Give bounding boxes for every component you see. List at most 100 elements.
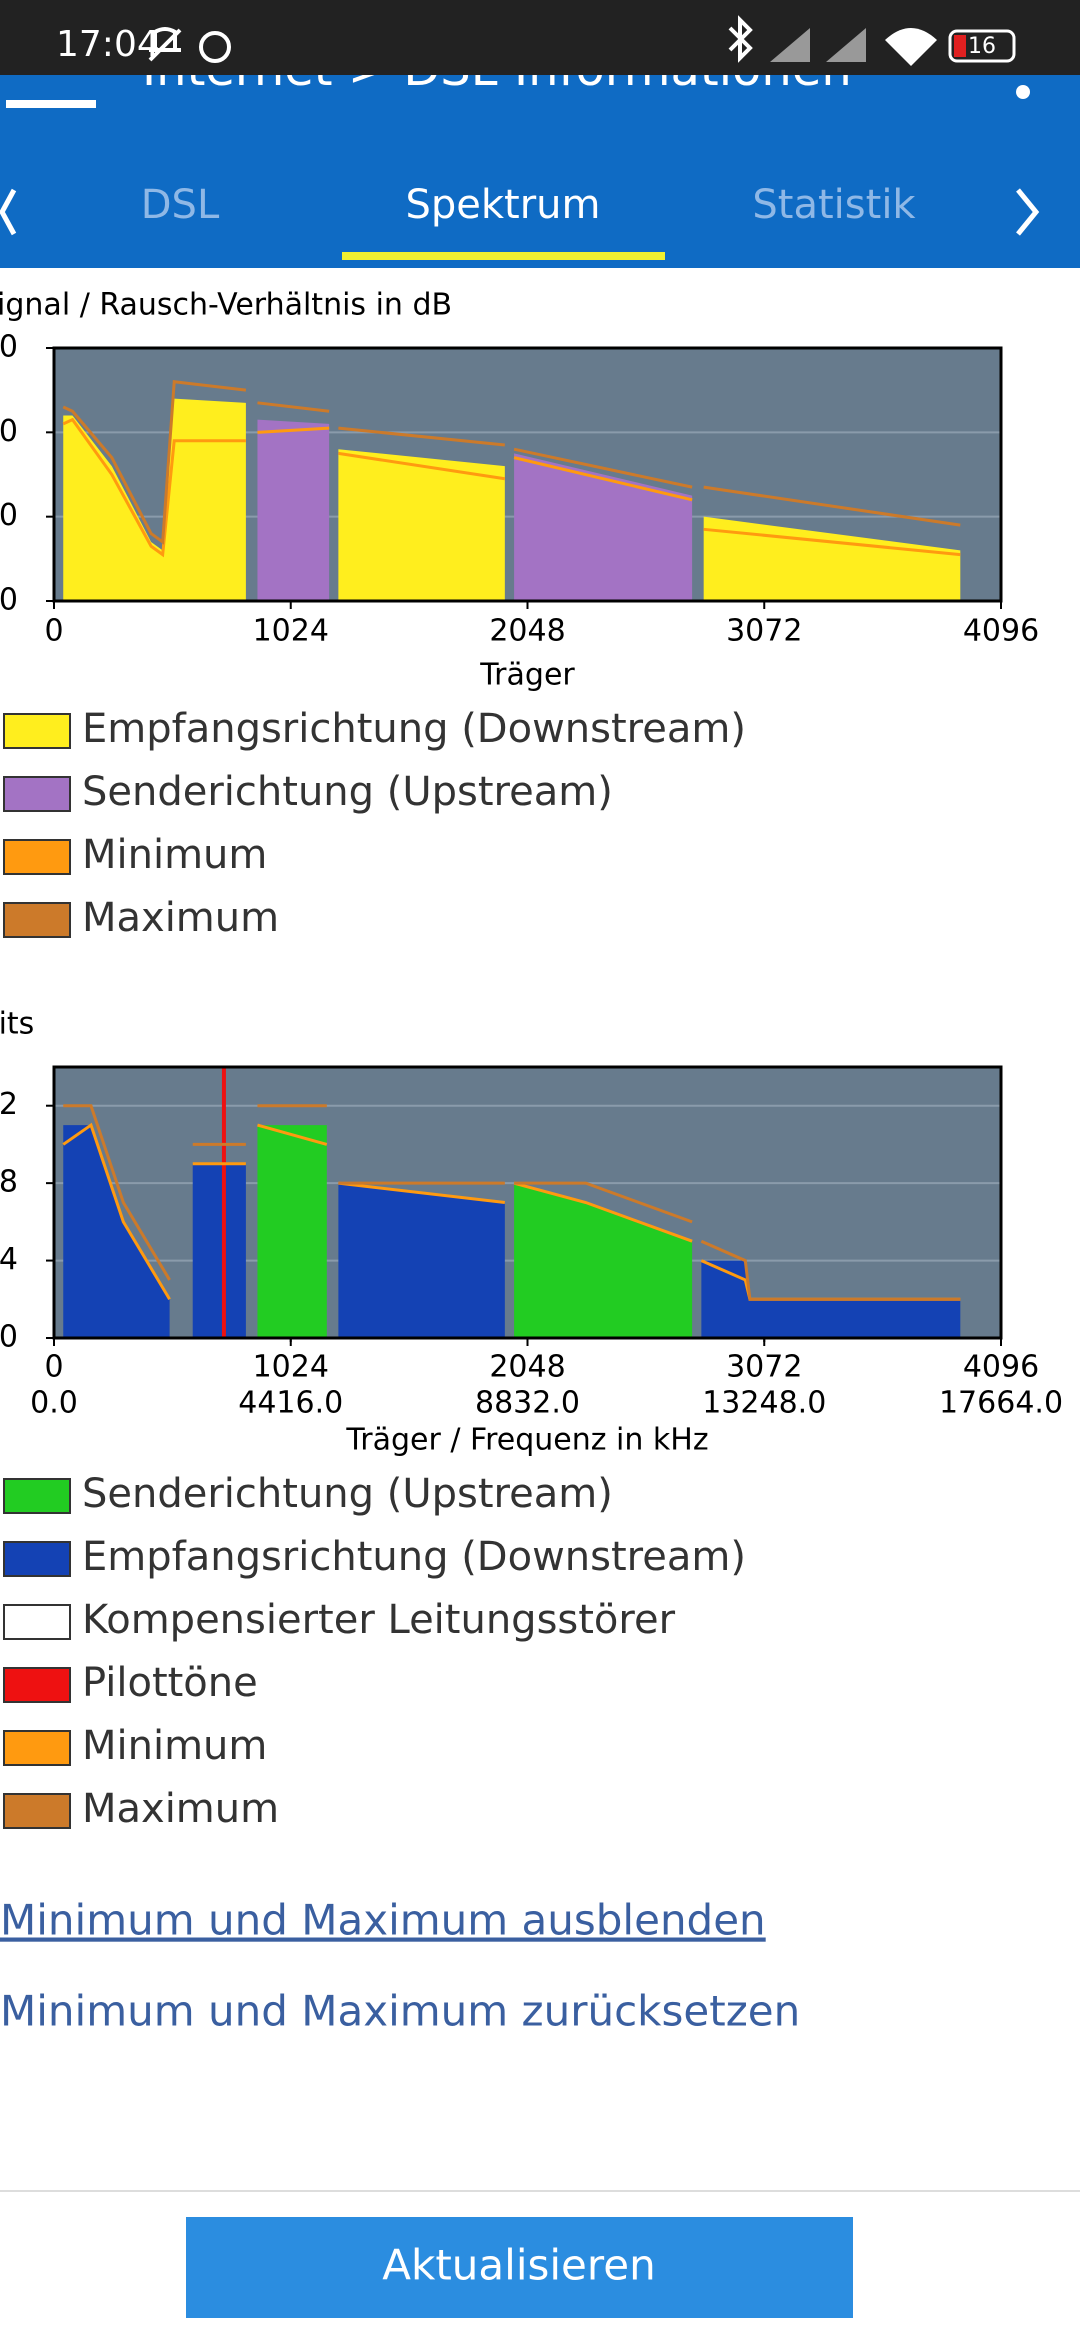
legend-label: Minimum bbox=[82, 832, 267, 878]
battery-text: 16 bbox=[968, 34, 996, 59]
legend-swatch bbox=[3, 1604, 71, 1640]
legend-swatch bbox=[3, 1478, 71, 1514]
tab[interactable]: Statistik bbox=[752, 182, 916, 228]
status-icon bbox=[199, 31, 231, 63]
plot-border bbox=[52, 1065, 1003, 1340]
line bbox=[338, 1181, 506, 1204]
legend-swatch bbox=[3, 1541, 71, 1577]
mute-icon bbox=[148, 27, 182, 62]
x2-tick-label: 8832.0 bbox=[475, 1386, 580, 1421]
area bbox=[338, 1183, 505, 1338]
line bbox=[700, 1239, 961, 1301]
line bbox=[62, 1122, 171, 1301]
wifi-icon bbox=[885, 28, 937, 66]
x-tick-label: 0 bbox=[44, 614, 63, 649]
legend-label: Empfangsrichtung (Downstream) bbox=[82, 706, 746, 752]
battery-level bbox=[954, 35, 966, 57]
y-tick-label: 20 bbox=[0, 498, 18, 533]
menu-line bbox=[6, 100, 96, 108]
legend-label: Empfangsrichtung (Downstream) bbox=[82, 1534, 746, 1580]
y-tick-label: 60 bbox=[0, 330, 18, 365]
legend-label: Senderichtung (Upstream) bbox=[82, 769, 613, 815]
area bbox=[257, 419, 330, 601]
line bbox=[338, 451, 506, 481]
y-tick-label: 8 bbox=[0, 1165, 18, 1200]
line bbox=[338, 426, 505, 447]
line bbox=[703, 527, 961, 557]
tab-indicator bbox=[342, 252, 665, 260]
x2-tick-label: 13248.0 bbox=[702, 1386, 826, 1421]
y-tick-label: 0 bbox=[0, 583, 18, 618]
y-axis-label: Bits bbox=[0, 1007, 34, 1042]
area bbox=[257, 1125, 327, 1338]
y-tick-label: 4 bbox=[0, 1242, 18, 1277]
x-tick-label: 2048 bbox=[489, 1350, 565, 1385]
line bbox=[62, 417, 246, 558]
legend-label: Pilottöne bbox=[82, 1660, 258, 1706]
line bbox=[257, 426, 330, 434]
line bbox=[257, 401, 330, 413]
area bbox=[703, 516, 961, 601]
area bbox=[63, 1125, 170, 1338]
y-axis-label: Signal / Rausch-Verhältnis in dB bbox=[0, 288, 452, 323]
link-reset[interactable]: Minimum und Maximum zurücksetzen bbox=[0, 1987, 800, 2036]
tab[interactable]: Spektrum bbox=[406, 182, 601, 228]
legend-swatch bbox=[3, 1730, 71, 1766]
clock: 17:04 bbox=[56, 24, 160, 65]
refresh-button-label[interactable]: Aktualisieren bbox=[382, 2241, 655, 2290]
line bbox=[514, 1181, 693, 1224]
x2-tick-label: 4416.0 bbox=[238, 1386, 343, 1421]
line bbox=[513, 1181, 693, 1243]
legend-swatch bbox=[3, 776, 71, 812]
legend-label: Kompensierter Leitungsstörer bbox=[82, 1597, 676, 1643]
signal-icon bbox=[770, 28, 866, 62]
line bbox=[63, 1104, 171, 1281]
dot bbox=[1016, 85, 1030, 99]
overflow-menu[interactable] bbox=[1016, 85, 1030, 99]
line bbox=[62, 380, 247, 545]
x-tick-label: 3072 bbox=[726, 614, 802, 649]
tab-prev[interactable] bbox=[0, 188, 17, 236]
y-tick-label: 0 bbox=[0, 1320, 18, 1355]
area bbox=[338, 449, 505, 601]
area bbox=[701, 1260, 961, 1338]
line bbox=[257, 1123, 328, 1146]
x2-tick-label: 17664.0 bbox=[939, 1386, 1063, 1421]
y-tick-label: 40 bbox=[0, 414, 18, 449]
area bbox=[514, 1183, 693, 1338]
link-hide[interactable]: Minimum und Maximum ausblenden bbox=[0, 1896, 766, 1945]
bluetooth-icon bbox=[728, 15, 753, 63]
legend-label: Maximum bbox=[82, 1786, 279, 1832]
tab-next[interactable] bbox=[1016, 188, 1040, 236]
line bbox=[513, 456, 693, 502]
x-axis-label: Träger / Frequenz in kHz bbox=[345, 1423, 708, 1458]
legend-swatch bbox=[3, 902, 71, 938]
tab[interactable]: DSL bbox=[141, 182, 220, 228]
x-axis-label: Träger bbox=[479, 658, 575, 693]
area bbox=[63, 398, 246, 601]
legend-label: Senderichtung (Upstream) bbox=[82, 1471, 613, 1517]
legend-swatch bbox=[3, 1667, 71, 1703]
battery-icon bbox=[948, 29, 1016, 63]
x2-tick-label: 0.0 bbox=[30, 1386, 78, 1421]
x-tick-label: 2048 bbox=[489, 614, 565, 649]
x-tick-label: 1024 bbox=[253, 614, 329, 649]
y-tick-label: 12 bbox=[0, 1087, 18, 1122]
legend-swatch bbox=[3, 1793, 71, 1829]
plot-border bbox=[52, 346, 1003, 603]
x-tick-label: 4096 bbox=[963, 1350, 1039, 1385]
legend-swatch bbox=[3, 713, 71, 749]
x-tick-label: 3072 bbox=[726, 1350, 802, 1385]
legend-label: Maximum bbox=[82, 895, 279, 941]
legend-label: Minimum bbox=[82, 1723, 267, 1769]
x-tick-label: 1024 bbox=[253, 1350, 329, 1385]
x-tick-label: 4096 bbox=[963, 614, 1039, 649]
area bbox=[192, 1163, 246, 1338]
line bbox=[703, 485, 961, 527]
legend-swatch bbox=[3, 839, 71, 875]
refresh-button[interactable] bbox=[186, 2217, 853, 2318]
x-tick-label: 0 bbox=[44, 1350, 63, 1385]
line bbox=[513, 447, 693, 489]
